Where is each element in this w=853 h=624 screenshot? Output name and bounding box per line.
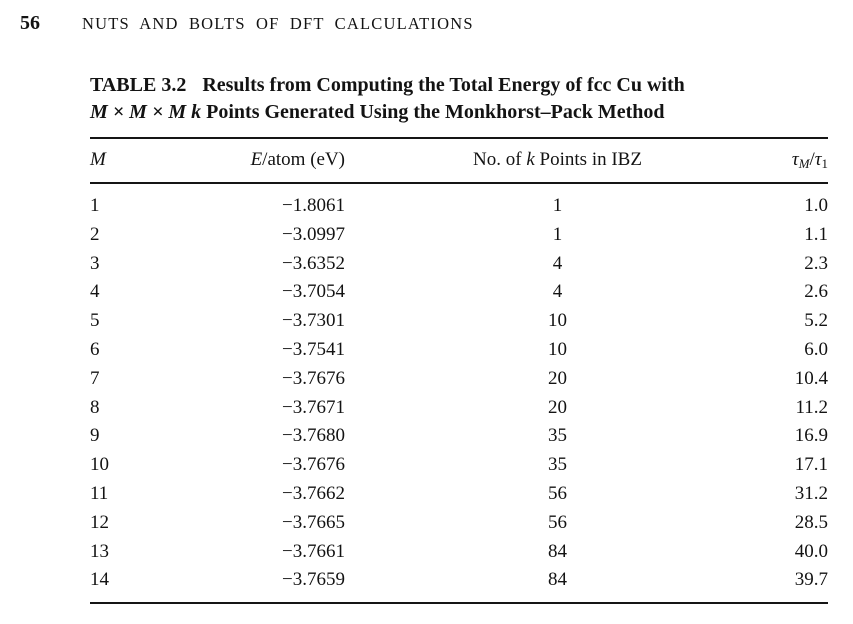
table-cell: 2.6 [804, 281, 828, 303]
table-cell: 7 [90, 367, 100, 389]
table-cell: 5.2 [804, 310, 828, 332]
table-row: 1 −1.8061 1 1.0 [90, 183, 828, 221]
caption-text-1: Results from Computing the Total Energy … [202, 74, 685, 96]
column-header-energy: E/atom (eV) [170, 138, 345, 184]
caption-math: M × M × M k [90, 101, 202, 123]
table-cell: −1.8061 [282, 195, 345, 216]
table-cell: 4 [552, 252, 563, 274]
table-cell: 1 [552, 223, 563, 245]
table-row: 6 −3.7541 10 6.0 [90, 336, 828, 365]
table-cell: 10 [548, 338, 567, 360]
table-row: 4 −3.7054 4 2.6 [90, 278, 828, 307]
table-cell: −3.7659 [282, 569, 345, 591]
caption-text-2: Points Generated Using the Monkhorst–Pac… [201, 101, 665, 123]
column-header-m: M [90, 138, 170, 184]
table-cell: −3.7680 [282, 425, 345, 447]
table-row: 9 −3.7680 35 16.9 [90, 422, 828, 451]
column-header-kpoints: No. of k Points in IBZ [345, 138, 770, 184]
table-caption: TABLE 3.2 Results from Computing the Tota… [90, 72, 830, 126]
table-cell: −3.7661 [282, 540, 345, 562]
table-row: 8 −3.7671 20 11.2 [90, 394, 828, 423]
table-cell: 2 [90, 223, 100, 245]
results-table: M E/atom (eV) No. of k Points in IBZ τM/… [90, 137, 828, 605]
table-cell: 1 [90, 195, 100, 216]
table-row: 2 −3.0997 1 1.1 [90, 221, 828, 250]
table-cell: 17.1 [794, 454, 828, 476]
table-cell: 2.3 [804, 252, 828, 274]
table-header: M E/atom (eV) No. of k Points in IBZ τM/… [90, 138, 828, 184]
table-cell: 56 [548, 482, 567, 504]
table-cell: 6.0 [804, 338, 828, 360]
table-cell: 1.1 [804, 223, 828, 245]
column-header-tau-ratio: τM/τ1 [770, 138, 828, 184]
table-cell: 20 [548, 367, 567, 389]
table-cell: −3.7541 [282, 338, 345, 360]
table-cell: 28.5 [794, 511, 828, 533]
table-row: 13 −3.7661 84 40.0 [90, 538, 828, 567]
caption-line-1: TABLE 3.2 Results from Computing the Tota… [90, 72, 830, 99]
table-cell: 84 [548, 569, 567, 591]
table-cell: −3.7665 [282, 511, 345, 533]
table-cell: 40.0 [794, 540, 828, 562]
table-cell: 9 [90, 425, 100, 447]
table-cell: 31.2 [794, 482, 828, 504]
table-cell: 35 [548, 454, 567, 476]
table-cell: 6 [90, 338, 100, 360]
table-cell: 5 [90, 310, 100, 332]
table-cell: 39.7 [794, 569, 828, 591]
table-cell: 8 [90, 396, 100, 418]
table-cell: 13 [90, 540, 109, 562]
table-label: TABLE 3.2 [90, 74, 187, 96]
table-cell: 3 [90, 252, 100, 274]
caption-line-2: M × M × M k Points Generated Using the M… [90, 99, 830, 126]
table-row: 10 −3.7676 35 17.1 [90, 451, 828, 480]
table-cell: 4 [90, 281, 100, 303]
table-row: 14 −3.7659 84 39.7 [90, 566, 828, 603]
table-cell: −3.7301 [282, 310, 345, 332]
table-cell: 10.4 [794, 367, 828, 389]
table-row: 7 −3.7676 20 10.4 [90, 365, 828, 394]
table-body: 1 −1.8061 1 1.0 2 −3.0997 1 1.1 3 −3.6352 4 2.3 4 −3.… [90, 183, 828, 603]
header-row: M E/atom (eV) No. of k Points in IBZ τM/… [90, 138, 828, 184]
table-cell: −3.7054 [282, 281, 345, 303]
table-cell: 10 [90, 454, 109, 476]
table-cell: 11 [90, 482, 109, 504]
table-cell: 1.0 [804, 195, 828, 216]
table-cell: 35 [548, 425, 567, 447]
table-row: 3 −3.6352 4 2.3 [90, 250, 828, 279]
table-cell: 4 [552, 281, 563, 303]
table-cell: −3.7662 [282, 482, 345, 504]
table-cell: 11.2 [795, 396, 828, 418]
table-cell: 20 [548, 396, 567, 418]
table-cell: 16.9 [794, 425, 828, 447]
table-cell: −3.0997 [282, 223, 345, 245]
table-cell: −3.7671 [282, 396, 345, 418]
running-head-title: NUTS AND BOLTS OF DFT CALCULATIONS [82, 14, 474, 33]
table-cell: 14 [90, 569, 109, 591]
table-row: 12 −3.7665 56 28.5 [90, 509, 828, 538]
table-cell: 10 [548, 310, 567, 332]
table-cell: 56 [548, 511, 567, 533]
page-number: 56 [20, 12, 40, 34]
table-cell: 1 [552, 195, 563, 216]
table-cell: −3.6352 [282, 252, 345, 274]
table-row: 11 −3.7662 56 31.2 [90, 480, 828, 509]
table-row: 5 −3.7301 10 5.2 [90, 307, 828, 336]
table-cell: −3.7676 [282, 367, 345, 389]
table-cell: 12 [90, 511, 109, 533]
table-cell: −3.7676 [282, 454, 345, 476]
table-cell: 84 [548, 540, 567, 562]
page-header: 56 NUTS AND BOLTS OF DFT CALCULATIONS [20, 12, 474, 35]
